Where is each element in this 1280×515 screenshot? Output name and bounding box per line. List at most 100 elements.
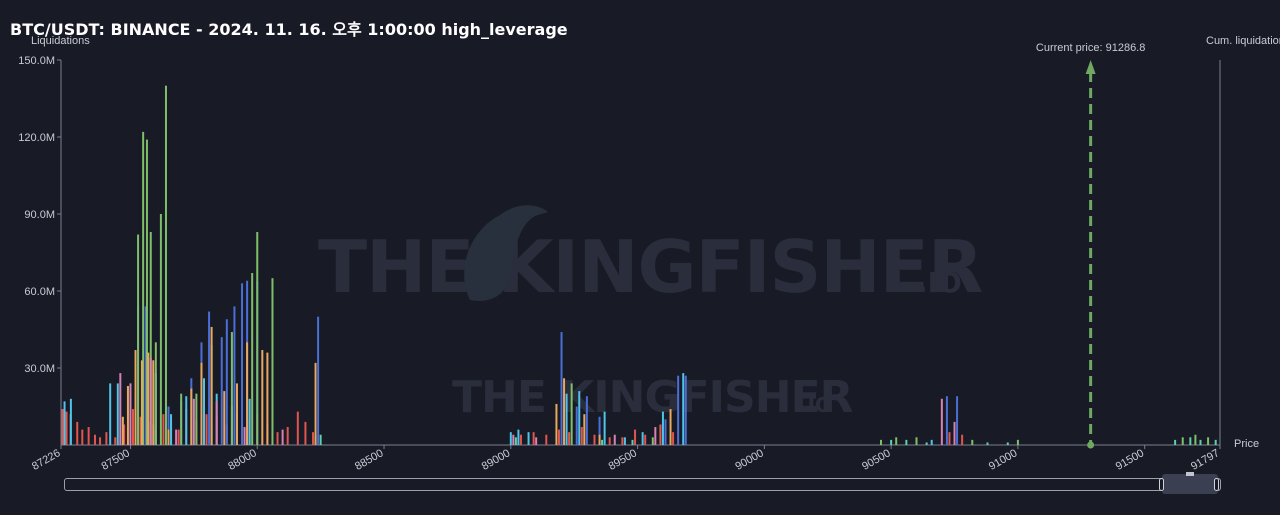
y-tick-label: 150.0M — [18, 55, 55, 67]
liquidation-bar — [281, 429, 284, 445]
liquidation-bar — [570, 383, 573, 445]
current-price-marker: Current price: 91286.8 — [1036, 42, 1145, 449]
watermark: THE KINGFISHER .IO THE KINGFISHER .IO — [318, 205, 983, 423]
liquidation-bar — [1016, 439, 1019, 445]
liquidation-bar — [512, 434, 515, 445]
liquidation-bar — [225, 319, 228, 445]
liquidation-bar — [317, 316, 320, 445]
liquidation-bar — [1006, 442, 1009, 445]
liquidation-bar — [565, 393, 568, 445]
liquidation-bar — [208, 311, 211, 445]
liquidation-bar — [162, 414, 165, 445]
watermark-text-small: THE KINGFISHER — [452, 372, 853, 423]
range-scrollbar-track[interactable] — [64, 478, 1221, 491]
liquidation-bar — [139, 416, 142, 445]
liquidation-bar — [276, 432, 279, 445]
liquidation-bar — [1207, 437, 1210, 445]
liquidation-bar — [930, 439, 933, 445]
liquidation-bar — [149, 357, 152, 445]
liquidation-bar — [641, 432, 644, 445]
liquidation-bar — [956, 396, 959, 445]
liquidation-bar — [251, 273, 254, 445]
liquidation-bar — [109, 383, 112, 445]
liquidation-bar — [601, 439, 604, 445]
liquidation-bar — [195, 393, 198, 445]
liquidation-bar — [65, 411, 68, 445]
liquidation-bar — [256, 231, 259, 445]
liquidation-bar — [142, 131, 145, 445]
x-tick-label: 91000 — [987, 447, 1019, 473]
liquidation-bar — [159, 214, 162, 445]
liquidation-bar — [560, 332, 563, 445]
liquidation-bar — [132, 409, 135, 445]
liquidation-bar — [129, 383, 132, 445]
x-tick-label: 87226 — [30, 447, 62, 473]
liquidation-bar — [164, 85, 167, 446]
watermark-suffix-large: .IO — [917, 266, 962, 299]
liquidation-bar — [123, 424, 126, 445]
liquidation-bar — [940, 398, 943, 445]
liquidation-bar — [116, 383, 119, 445]
liquidation-bar — [1214, 439, 1217, 445]
x-tick-label: 87500 — [99, 447, 131, 473]
liquidation-bar — [152, 360, 155, 445]
liquidation-bar — [971, 439, 974, 445]
liquidation-bar — [1174, 439, 1177, 445]
liquidation-bar — [603, 411, 606, 445]
y-ticks: 150.0M 120.0M 90.0M 60.0M 30.0M — [18, 55, 61, 375]
liquidation-bar — [672, 432, 675, 445]
liquidation-bar — [563, 378, 566, 445]
liquidation-bar — [986, 442, 989, 445]
liquidation-bar — [105, 432, 108, 445]
liquidation-bar — [644, 434, 647, 445]
x-ticks: 87226 87500 88000 88500 89000 89500 90000 90500… — [30, 445, 1222, 473]
liquidation-bar — [192, 398, 195, 445]
liquidation-bar — [167, 429, 170, 445]
liquidation-bar — [144, 306, 147, 445]
liquidation-bar — [585, 396, 588, 445]
liquidation-bar — [669, 409, 672, 445]
liquidation-bar — [215, 401, 218, 445]
x-tick-label: 91500 — [1114, 447, 1146, 473]
y-axis-label: Liquidations — [31, 35, 90, 47]
liquidation-bar — [509, 432, 512, 445]
current-price-dot — [1087, 441, 1095, 449]
liquidation-bar — [527, 432, 530, 445]
liquidation-bar — [555, 403, 558, 445]
liquidation-bar — [147, 352, 150, 445]
bars — [61, 85, 1217, 446]
x-axis-label: Price — [1234, 438, 1259, 450]
liquidation-bar — [654, 427, 657, 445]
range-scrollbar-thumb[interactable] — [1162, 474, 1218, 494]
liquidation-bar — [175, 429, 178, 445]
liquidation-bar — [890, 439, 893, 445]
y-tick-label: 30.0M — [24, 363, 55, 375]
liquidation-bar — [99, 437, 102, 445]
x-tick-label: 90000 — [733, 447, 765, 473]
x-tick-label: 91797 — [1189, 447, 1221, 473]
liquidation-bar — [81, 429, 84, 445]
liquidation-bar — [170, 414, 173, 445]
liquidation-bar — [271, 278, 274, 445]
liquidation-bar — [575, 406, 578, 445]
grip-icon[interactable] — [1186, 472, 1194, 476]
liquidation-bar — [664, 419, 667, 445]
liquidation-bar — [235, 383, 238, 445]
liquidation-bar — [621, 437, 624, 445]
liquidation-bar — [248, 398, 251, 445]
range-handle-left[interactable] — [1159, 478, 1164, 491]
liquidation-bar — [545, 434, 548, 445]
range-handle-right[interactable] — [1214, 478, 1219, 491]
liquidation-bar — [87, 427, 90, 445]
liquidation-bar — [661, 411, 664, 445]
x-tick-label: 88000 — [226, 447, 258, 473]
liquidation-bar — [583, 414, 586, 445]
liquidation-bar — [154, 342, 157, 445]
liquidation-bar — [296, 411, 299, 445]
liquidation-bar — [634, 429, 637, 445]
liquidation-bar — [140, 360, 143, 445]
liquidation-bar — [598, 434, 601, 445]
liquidation-bar — [1199, 439, 1202, 445]
liquidation-bar — [953, 421, 956, 445]
liquidation-bar — [631, 439, 634, 445]
